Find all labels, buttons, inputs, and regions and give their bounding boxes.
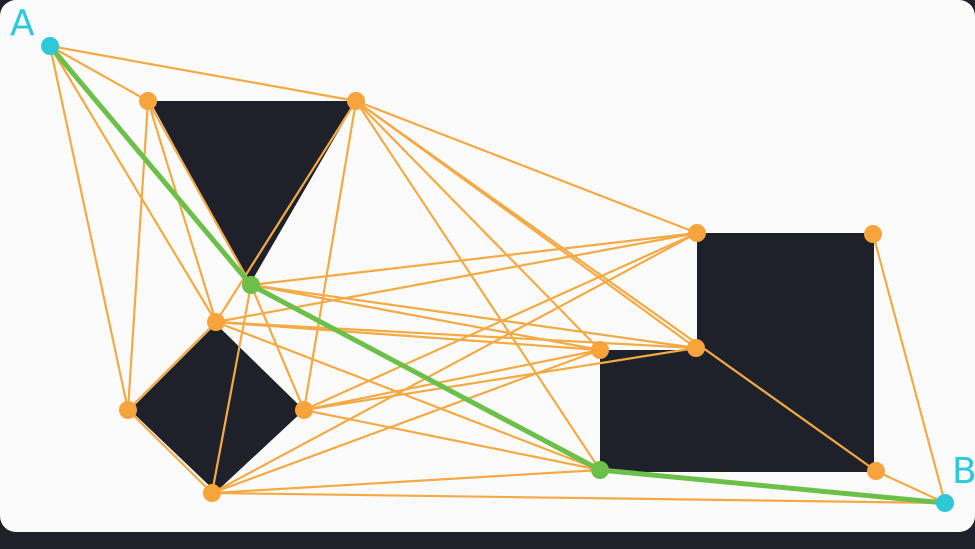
edge-T2-DT <box>214 99 358 324</box>
start-label: A <box>10 3 35 44</box>
vertex-B <box>936 494 954 512</box>
edge-DR-R5 <box>302 346 698 412</box>
edge-T3-R5 <box>249 283 698 350</box>
vertex-DB <box>203 484 221 502</box>
edge-T3-R1 <box>249 231 699 287</box>
edge-A-T1 <box>48 44 150 103</box>
edge-T1-T3 <box>146 99 253 287</box>
vertex-R3 <box>867 462 885 480</box>
graph-edges <box>48 44 947 505</box>
edge-T2-R4 <box>354 99 602 352</box>
edge-DB-R4 <box>210 348 602 495</box>
vertex-A <box>41 37 59 55</box>
edge-T2-R1 <box>354 99 699 235</box>
vertex-DL <box>119 401 137 419</box>
edge-DB-R6 <box>210 468 602 495</box>
edge-T3-DR <box>249 283 306 412</box>
edge-DT-R5 <box>214 320 698 350</box>
triangle-obstacle <box>150 101 356 284</box>
edge-DR-R4 <box>302 348 602 412</box>
vertex-R2 <box>864 225 882 243</box>
edge-T2-R6 <box>354 99 602 472</box>
diamond-obstacle <box>130 324 304 492</box>
edge-T2-R3 <box>354 99 878 473</box>
end-label: B <box>952 451 975 492</box>
edge-A-T2 <box>48 44 358 103</box>
edge-A-DT <box>48 44 218 324</box>
vertex-DR <box>295 401 313 419</box>
vertex-DT <box>207 313 225 331</box>
edge-DB-R1 <box>210 231 699 495</box>
edge-DT-R4 <box>214 320 602 352</box>
vertex-R5 <box>687 339 705 357</box>
vertex-T2 <box>347 92 365 110</box>
edge-R2-B <box>871 232 947 505</box>
edge-DR-R6 <box>302 408 602 472</box>
edge-R3-B <box>874 469 947 505</box>
vertex-R1 <box>688 224 706 242</box>
edge-DB-B <box>210 491 947 505</box>
l-shaped-obstacle <box>600 233 874 472</box>
vertex-T1 <box>139 92 157 110</box>
obstacles <box>130 101 874 492</box>
edge-A-DL <box>48 44 130 412</box>
edge-T1-DT <box>146 99 218 324</box>
edge-T1-DL <box>126 99 150 412</box>
vertex-T3 <box>242 276 260 294</box>
edge-DL-DT <box>126 320 218 412</box>
graph-vertices <box>41 37 954 512</box>
edge-DR-R1 <box>302 231 699 412</box>
vertex-R4 <box>591 341 609 359</box>
edge-DT-R6 <box>214 320 602 472</box>
shortest-path <box>47 43 948 506</box>
vertex-R6 <box>591 461 609 479</box>
edge-DL-DB <box>126 408 214 495</box>
edge-T3-DB <box>210 283 253 495</box>
